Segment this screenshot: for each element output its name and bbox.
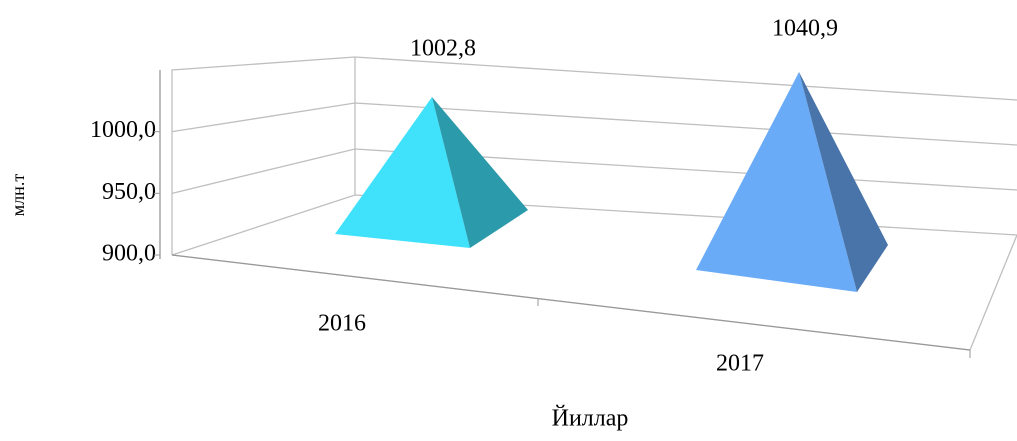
grid-line (171, 148, 1017, 194)
pyramid-front (335, 96, 470, 248)
floor (171, 194, 1017, 351)
y-tick-label: 950,0 (102, 179, 156, 205)
x-tick-label: 2017 (716, 351, 764, 377)
x-axis-line (171, 254, 971, 351)
grid-line (171, 102, 1017, 146)
back-wall-top (354, 56, 1017, 101)
pyramid-front (696, 72, 857, 292)
pyramid-side (799, 72, 888, 292)
x-axis-title: Йиллар (552, 406, 629, 432)
y-tick-label: 1000,0 (90, 117, 156, 143)
value-label: 1040,9 (772, 16, 838, 42)
x-tick-label: 2016 (318, 311, 366, 337)
value-label: 1002,8 (410, 36, 476, 62)
y-tick-label: 900,0 (102, 241, 156, 267)
pyramid-side (432, 96, 528, 248)
y-axis-title: млн.т (8, 174, 28, 217)
